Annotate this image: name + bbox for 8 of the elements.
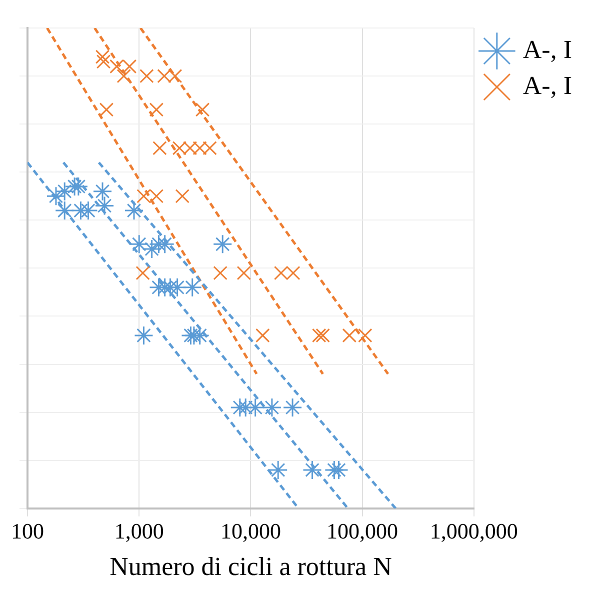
legend-label: A-, I (522, 34, 572, 64)
x-tick-label: 1,000 (114, 518, 164, 544)
x-tick-label: 10,000 (220, 518, 281, 544)
legend-label: A-, I (522, 70, 572, 100)
x-tick-label: 1,000,000 (430, 518, 518, 544)
x-tick-label: 100 (11, 518, 44, 544)
x-axis-title: Numero di cicli a rottura N (110, 552, 392, 582)
x-tick-label: 100,000 (326, 518, 398, 544)
